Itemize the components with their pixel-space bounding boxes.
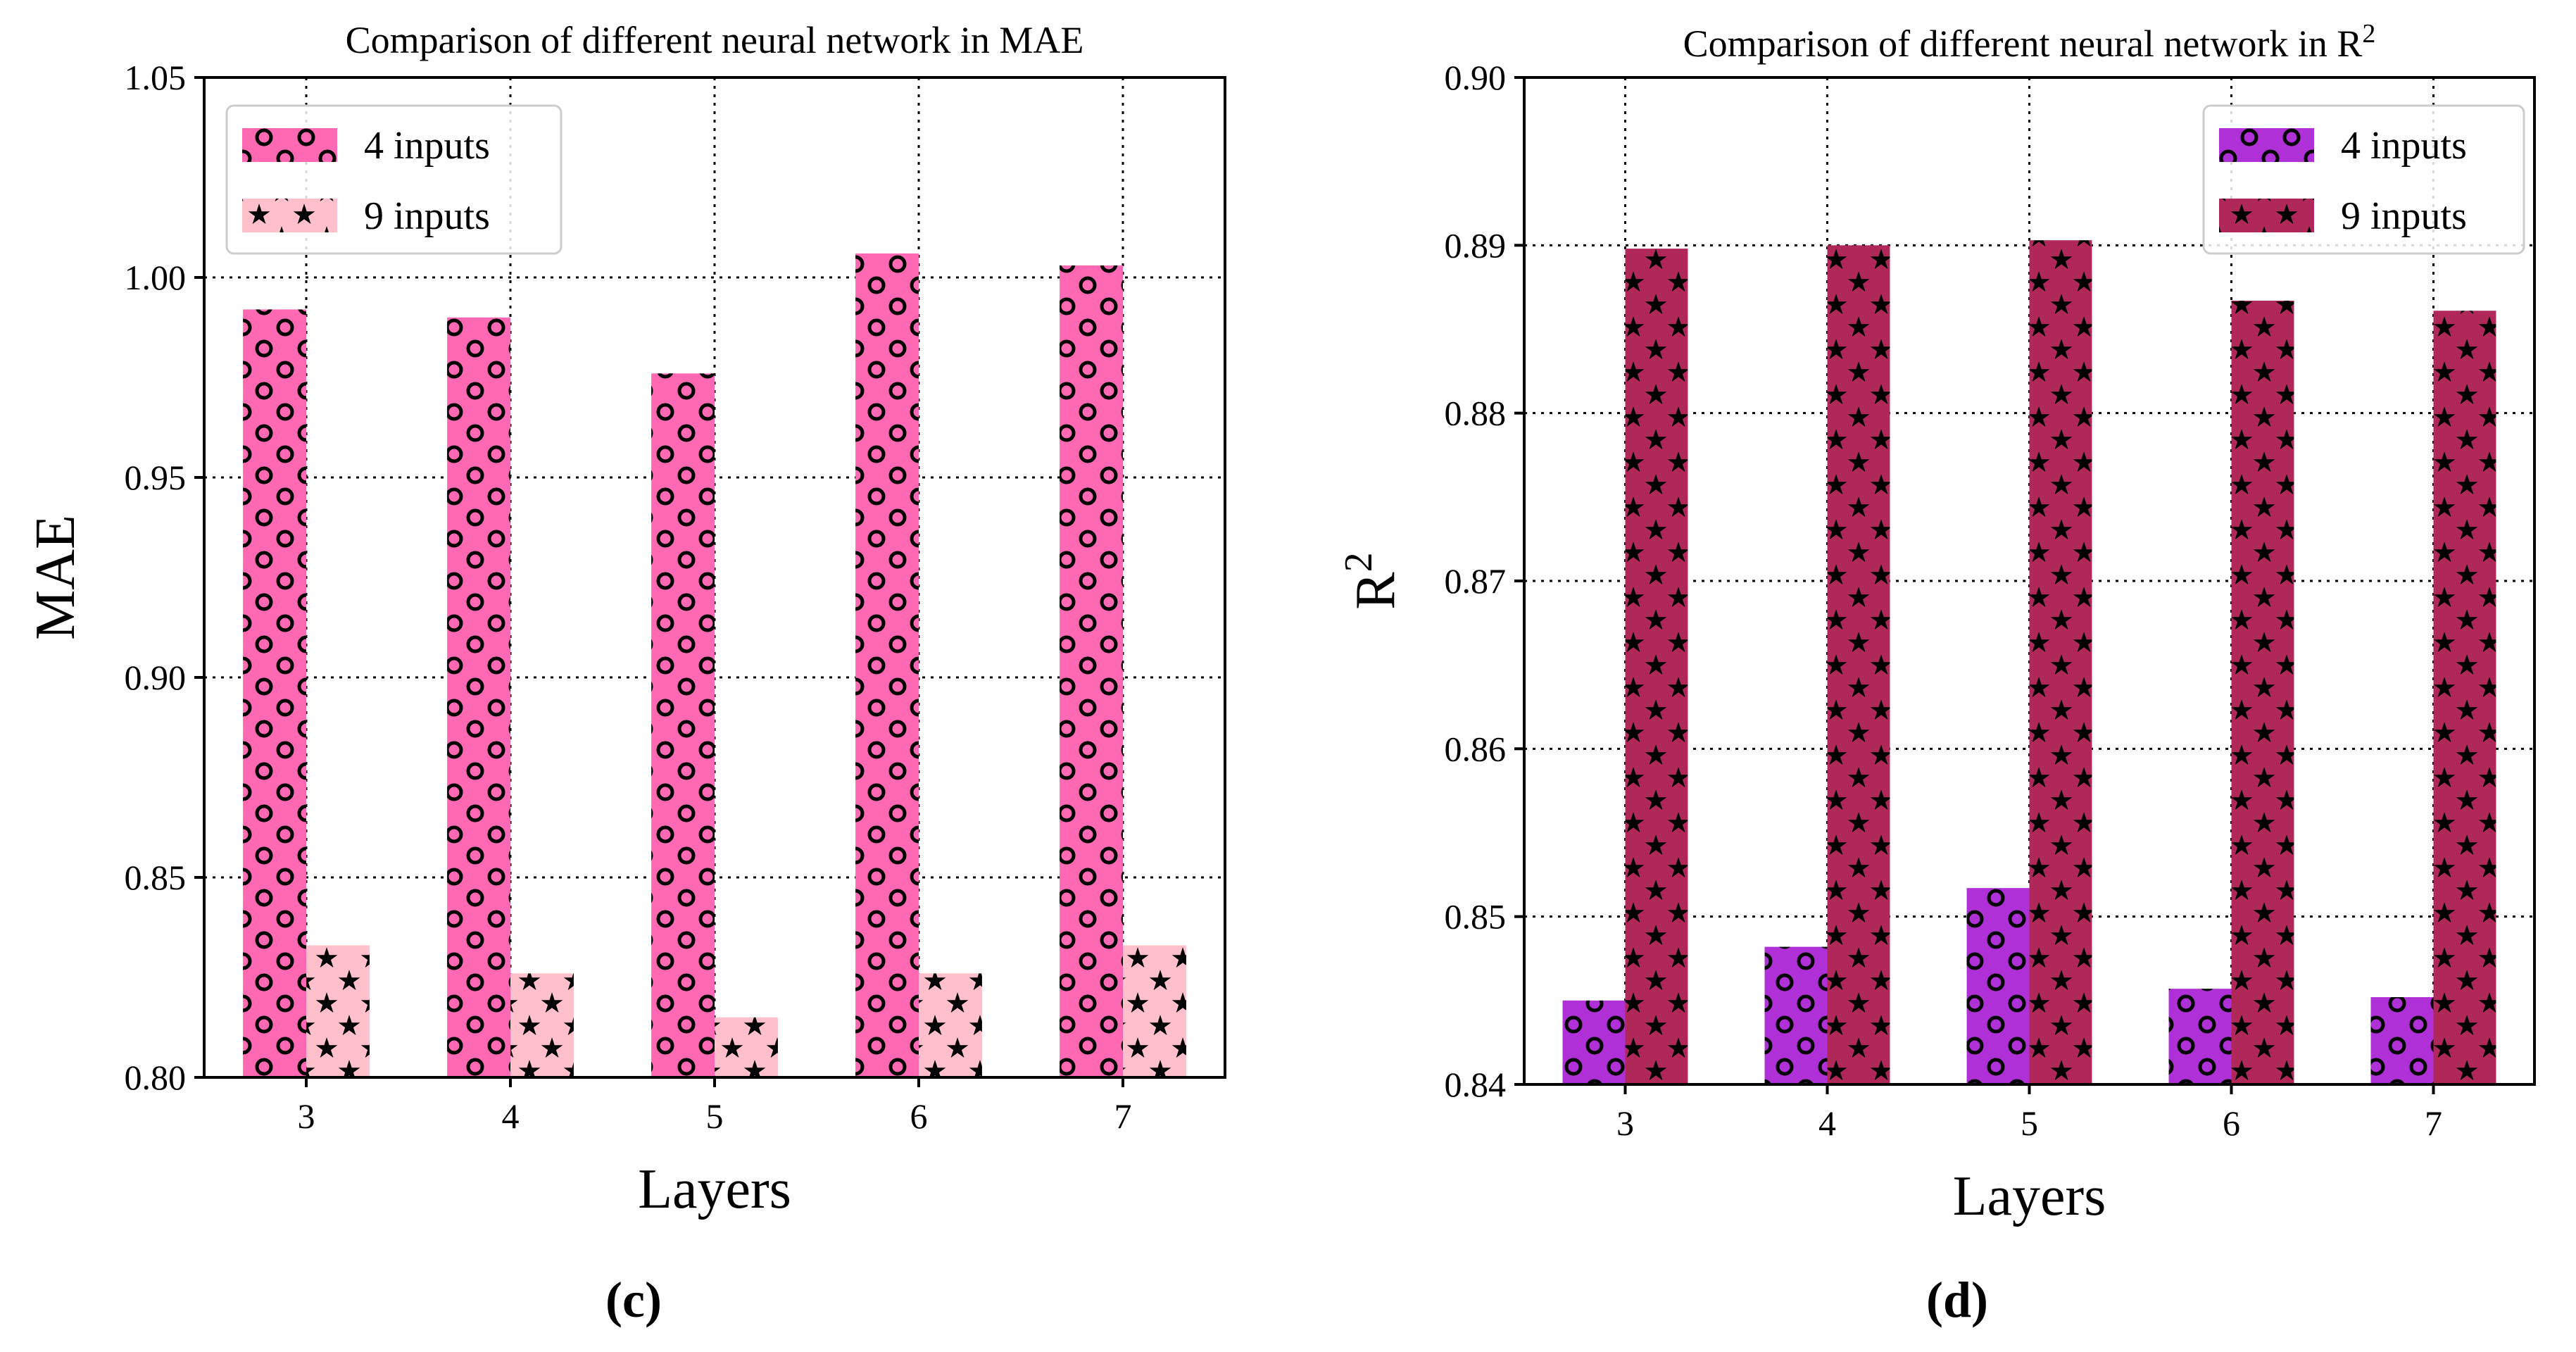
r2-legend: 4 inputs 9 inputs xyxy=(2202,104,2525,255)
r2-x-tick-label: 4 xyxy=(1818,1103,1836,1143)
r2-legend-swatch xyxy=(2219,199,2314,232)
r2-panel-label: (d) xyxy=(1926,1272,1988,1328)
mae-bars xyxy=(243,253,1186,1078)
r2-bar-series2 xyxy=(2433,311,2496,1084)
r2-y-tick-label: 0.84 xyxy=(1445,1065,1507,1104)
mae-bar-series1 xyxy=(1060,265,1123,1078)
r2-chart-title: Comparison of different neural network i… xyxy=(1683,19,2376,65)
r2-bar-series2 xyxy=(1827,245,1890,1084)
r2-bars xyxy=(1562,240,2496,1085)
r2-y-axis-label-text: R xyxy=(1345,572,1407,610)
mae-bar-series2 xyxy=(1123,945,1186,1077)
mae-y-axis-label: MAE xyxy=(25,515,87,640)
mae-x-tick-label: 5 xyxy=(706,1096,724,1136)
mae-y-tick-label: 0.90 xyxy=(125,658,187,697)
mae-bar-series1 xyxy=(243,309,306,1078)
mae-y-tick-label: 1.05 xyxy=(125,58,187,97)
mae-legend-label: 4 inputs xyxy=(364,124,490,168)
mae-y-tick-label: 1.00 xyxy=(125,258,187,297)
r2-y-tick-label: 0.86 xyxy=(1445,729,1507,768)
mae-bar-series2 xyxy=(919,973,982,1077)
r2-bar-series1 xyxy=(2168,989,2232,1084)
r2-y-axis-label-superscript: 2 xyxy=(1337,552,1381,572)
r2-chart-title-text: Comparison of different neural network i… xyxy=(1683,23,2363,65)
mae-x-tick-label: 4 xyxy=(502,1096,520,1136)
mae-y-tick-label: 0.95 xyxy=(125,458,187,497)
r2-bar-series1 xyxy=(2370,997,2434,1084)
r2-y-axis-label: R2 xyxy=(1337,552,1407,609)
mae-y-tick-label: 0.80 xyxy=(125,1058,187,1097)
r2-bar-series1 xyxy=(1966,888,2030,1084)
mae-legend-swatch xyxy=(242,199,337,232)
r2-ticks: 0.84 0.85 0.86 0.87 0.88 0.89 0.90 3 4 5 6 7 xyxy=(1445,58,2443,1143)
r2-chart-title-superscript: 2 xyxy=(2362,19,2375,49)
r2-bar-series1 xyxy=(1562,1000,1626,1084)
mae-chart: 0.80 0.85 0.90 0.95 1.00 1.05 3 4 5 6 7 Comparison… xyxy=(25,19,1226,1328)
mae-bar-series1 xyxy=(447,317,510,1077)
r2-x-axis-label: Layers xyxy=(1953,1165,2106,1227)
r2-y-tick-label: 0.88 xyxy=(1445,394,1507,433)
r2-legend-swatch xyxy=(2219,128,2314,162)
mae-bar-series1 xyxy=(855,253,919,1077)
mae-ticks: 0.80 0.85 0.90 0.95 1.00 1.05 3 4 5 6 7 xyxy=(125,58,1132,1136)
r2-x-tick-label: 5 xyxy=(2021,1103,2038,1143)
mae-chart-title: Comparison of different neural network i… xyxy=(346,19,1084,61)
r2-chart: 0.84 0.85 0.86 0.87 0.88 0.89 0.90 3 4 5 6 7 Compar… xyxy=(1337,19,2536,1328)
mae-legend-label: 9 inputs xyxy=(364,194,490,238)
mae-bar-series2 xyxy=(306,945,370,1077)
r2-legend-label: 4 inputs xyxy=(2341,124,2467,168)
mae-panel-label: (c) xyxy=(605,1272,662,1328)
r2-x-tick-label: 3 xyxy=(1616,1103,1634,1143)
r2-x-tick-label: 7 xyxy=(2425,1103,2442,1143)
mae-x-tick-label: 6 xyxy=(910,1096,928,1136)
mae-bar-series2 xyxy=(715,1017,778,1077)
mae-bar-series2 xyxy=(510,973,574,1077)
mae-legend: 4 inputs 9 inputs xyxy=(225,104,563,255)
mae-y-tick-label: 0.85 xyxy=(125,858,187,897)
r2-x-tick-label: 6 xyxy=(2223,1103,2240,1143)
mae-x-axis-label: Layers xyxy=(638,1158,791,1220)
r2-y-tick-label: 0.87 xyxy=(1445,561,1507,601)
mae-x-tick-label: 7 xyxy=(1114,1096,1132,1136)
r2-y-tick-label: 0.90 xyxy=(1445,58,1507,97)
r2-bar-series2 xyxy=(2231,300,2294,1084)
mae-legend-swatch xyxy=(242,128,337,162)
mae-bar-series1 xyxy=(651,373,715,1077)
r2-y-tick-label: 0.89 xyxy=(1445,225,1507,265)
r2-bar-series2 xyxy=(1625,249,1688,1085)
r2-bar-series1 xyxy=(1764,946,1828,1084)
mae-x-tick-label: 3 xyxy=(298,1096,315,1136)
r2-legend-label: 9 inputs xyxy=(2341,194,2467,238)
r2-bar-series2 xyxy=(2029,240,2092,1084)
r2-y-tick-label: 0.85 xyxy=(1445,897,1507,937)
